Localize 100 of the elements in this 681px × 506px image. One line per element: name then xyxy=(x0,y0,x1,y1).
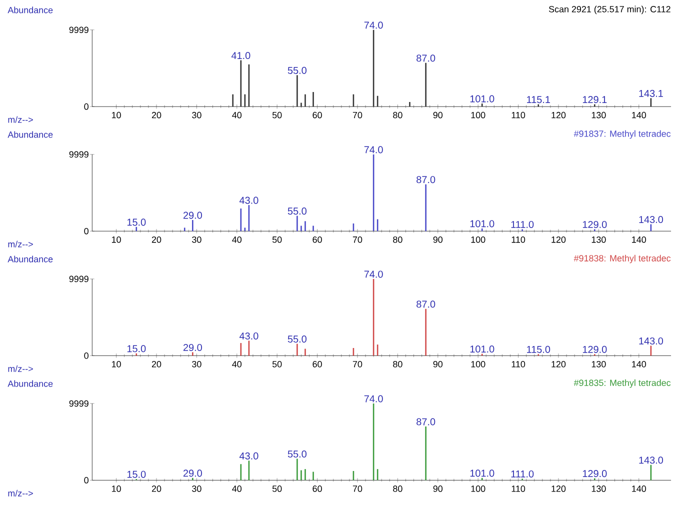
x-tick-label: 70 xyxy=(352,485,362,492)
x-tick-label: 110 xyxy=(512,112,526,118)
annotation: 101.0 xyxy=(470,470,494,477)
x-tick-label: 10 xyxy=(112,236,121,243)
x-tick-label: 20 xyxy=(152,485,162,492)
annotation: 43.0 xyxy=(239,196,258,204)
annotation: 111.0 xyxy=(511,220,534,228)
x-tick-label: 130 xyxy=(592,112,606,118)
annotation: 129.0 xyxy=(582,220,607,228)
annotation: 129.0 xyxy=(582,470,607,478)
annotation: 15.0 xyxy=(127,218,146,226)
annotation: 101.0 xyxy=(470,95,494,102)
y-tick-label: 9999 xyxy=(69,151,88,158)
x-axis-title: m/z--> xyxy=(8,365,33,372)
x-tick-label: 20 xyxy=(152,360,162,368)
y-tick-label: 0 xyxy=(84,476,88,484)
x-tick-label: 110 xyxy=(512,236,526,243)
annotation: 55.0 xyxy=(288,450,306,458)
x-tick-label: 100 xyxy=(471,236,486,243)
annotation: 143.0 xyxy=(639,337,664,344)
y-axis-title: Abundance xyxy=(8,6,53,14)
x-tick-label: 90 xyxy=(433,485,443,492)
x-tick-label: 100 xyxy=(471,485,486,492)
x-axis-title: m/z--> xyxy=(8,490,33,496)
annotation: 41.0 xyxy=(231,52,250,59)
x-tick-label: 80 xyxy=(393,112,402,118)
annotation: 101.0 xyxy=(470,345,494,352)
y-axis-title: Abundance xyxy=(8,380,53,387)
annotation: 29.0 xyxy=(183,470,202,477)
y-tick-label: 9999 xyxy=(69,26,88,33)
annotation: 15.0 xyxy=(127,345,146,352)
x-tick-label: 70 xyxy=(352,360,362,368)
annotation: 74.0 xyxy=(364,395,383,402)
x-tick-label: 20 xyxy=(152,236,162,243)
chart-title: #91837: Methyl tetradec xyxy=(574,130,671,139)
x-tick-label: 60 xyxy=(312,236,322,243)
x-tick-label: 30 xyxy=(192,112,202,118)
annotation: 111.0 xyxy=(511,470,534,478)
annotation: 87.0 xyxy=(416,300,436,308)
x-tick-label: 140 xyxy=(632,485,646,492)
y-axis-title: Abundance xyxy=(8,256,53,262)
annotation: 143.1 xyxy=(639,90,663,97)
x-tick-label: 70 xyxy=(352,236,362,243)
annotation: 101.0 xyxy=(470,220,494,228)
x-tick-label: 140 xyxy=(632,112,646,118)
annotation: 74.0 xyxy=(364,22,383,29)
y-tick-label: 0 xyxy=(84,228,88,234)
x-tick-label: 10 xyxy=(112,112,121,118)
x-tick-label: 30 xyxy=(192,236,202,243)
annotation: 87.0 xyxy=(416,418,436,426)
x-tick-label: 50 xyxy=(272,485,282,492)
annotation: 129.1 xyxy=(582,96,607,104)
x-tick-label: 120 xyxy=(552,112,566,118)
x-tick-label: 100 xyxy=(471,112,486,118)
annotation: 55.0 xyxy=(288,335,306,343)
annotation: 143.0 xyxy=(639,216,664,223)
x-tick-label: 100 xyxy=(471,360,486,368)
x-tick-label: 10 xyxy=(112,360,121,368)
annotation: 43.0 xyxy=(239,452,258,460)
x-tick-label: 120 xyxy=(552,236,566,243)
x-tick-label: 130 xyxy=(592,485,606,492)
annotation: 55.0 xyxy=(288,207,306,215)
x-tick-label: 80 xyxy=(393,360,402,368)
annotation: 29.0 xyxy=(183,212,202,219)
x-tick-label: 40 xyxy=(232,485,242,492)
x-axis-title: m/z--> xyxy=(8,116,33,123)
y-tick-label: 0 xyxy=(84,352,88,359)
annotation: 87.0 xyxy=(416,176,436,184)
annotation: 74.0 xyxy=(364,270,383,278)
annotation: 115.0 xyxy=(527,346,550,353)
annotation: 115.1 xyxy=(527,96,550,104)
x-tick-label: 90 xyxy=(433,236,443,243)
y-tick-label: 9999 xyxy=(69,276,88,282)
x-tick-label: 40 xyxy=(232,236,242,243)
x-tick-label: 30 xyxy=(192,485,202,492)
annotation: 143.0 xyxy=(639,456,664,464)
x-tick-label: 50 xyxy=(272,112,282,118)
x-tick-label: 50 xyxy=(272,236,282,243)
x-tick-label: 90 xyxy=(433,112,443,118)
y-axis-title: Abundance xyxy=(8,131,53,138)
x-tick-label: 90 xyxy=(433,360,443,368)
x-tick-label: 10 xyxy=(112,485,121,492)
y-tick-label: 9999 xyxy=(69,400,88,407)
annotation: 55.0 xyxy=(288,66,306,74)
x-tick-label: 80 xyxy=(393,236,402,243)
x-tick-label: 40 xyxy=(232,112,242,118)
x-axis-title: m/z--> xyxy=(8,240,33,248)
x-tick-label: 50 xyxy=(272,360,282,368)
y-tick-label: 0 xyxy=(84,103,88,110)
x-tick-label: 70 xyxy=(352,112,362,118)
x-tick-label: 120 xyxy=(552,485,566,492)
annotation: 15.0 xyxy=(127,470,146,478)
x-tick-label: 20 xyxy=(152,112,162,118)
annotation: 74.0 xyxy=(364,146,383,154)
x-tick-label: 130 xyxy=(592,360,606,368)
x-tick-label: 80 xyxy=(393,485,402,492)
x-tick-label: 140 xyxy=(632,360,646,368)
chart-title: #91838: Methyl tetradec xyxy=(574,254,671,264)
x-tick-label: 110 xyxy=(512,485,526,492)
x-tick-label: 110 xyxy=(512,360,526,368)
